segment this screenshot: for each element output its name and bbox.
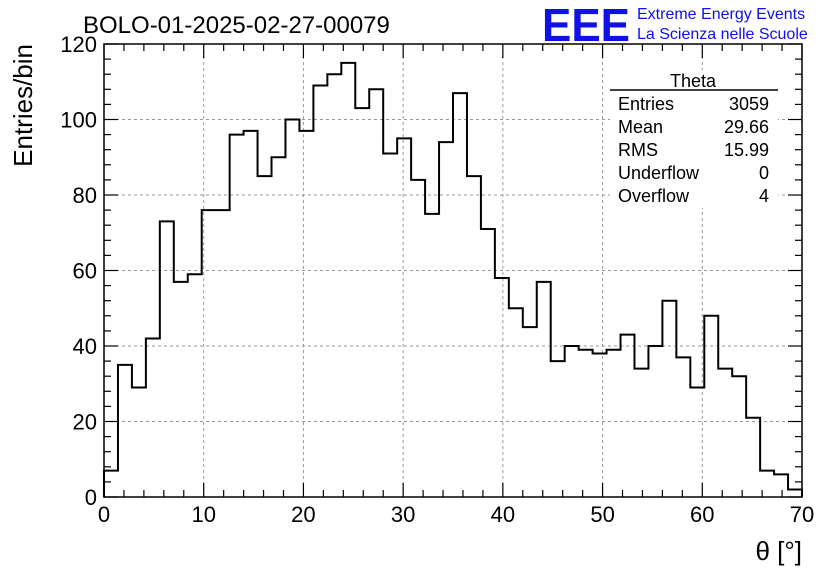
x-tick-label: 50 [590,502,614,527]
stats-box-background [610,70,778,208]
stats-box-rows: Entries 3059 Mean 29.66 RMS 15.99 Underflow 0 Ov… [618,94,769,206]
stats-box: Theta Entries 3059 Mean 29.66 RMS 15.99 Underf… [610,70,778,208]
y-tick-label: 100 [60,108,97,133]
y-tick-label: 0 [85,485,97,510]
stats-row-label: Entries [618,94,674,114]
x-axis-label: θ [°] [755,536,802,566]
y-tick-label: 20 [73,410,97,435]
x-tick-label: 0 [98,502,110,527]
y-tick-label: 60 [73,259,97,284]
x-tick-label: 70 [790,502,814,527]
x-tick-label: 30 [391,502,415,527]
y-tick-labels: 0 20 40 60 80 100 120 [60,32,97,510]
logo: EEE Extreme Energy Events La Scienza nel… [542,0,808,51]
y-tick-label: 80 [73,183,97,208]
stats-row-label: Mean [618,117,663,137]
stats-row-value: 15.99 [724,140,769,160]
histogram-outline [103,61,803,497]
x-tick-labels: 0 10 20 30 40 50 60 70 [98,502,814,527]
x-tick-label: 20 [291,502,315,527]
stats-row-label: Overflow [618,186,690,206]
stats-box-title: Theta [670,71,717,91]
axis-ticks [103,43,803,498]
chart-title: BOLO-01-2025-02-27-00079 [83,12,390,39]
stats-row-label: RMS [618,140,658,160]
y-tick-label: 40 [73,334,97,359]
logo-mark: EEE [542,0,630,51]
x-tick-label: 40 [491,502,515,527]
stats-row-value: 3059 [729,94,769,114]
logo-line2: La Scienza nelle Scuole [637,26,808,43]
logo-line1: Extreme Energy Events [637,6,805,23]
stats-row-value: 0 [759,163,769,183]
x-tick-label: 10 [191,502,215,527]
stats-row-label: Underflow [618,163,700,183]
y-tick-label: 120 [60,32,97,57]
stats-row-value: 29.66 [724,117,769,137]
stats-row-value: 4 [759,186,769,206]
x-tick-label: 60 [690,502,714,527]
y-axis-label: Entries/bin [8,44,38,167]
